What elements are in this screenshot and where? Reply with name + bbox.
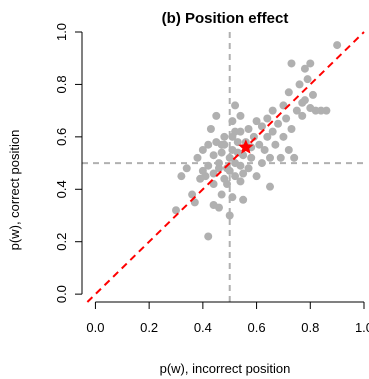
data-point <box>244 124 253 133</box>
data-point <box>271 140 280 149</box>
axes: 0.0 0.2 0.4 0.6 0.8 1.0 0.0 0.2 0.4 0.6 0.8 1.0 <box>54 23 369 335</box>
data-point <box>268 106 277 115</box>
data-point <box>204 161 213 170</box>
data-point <box>193 153 202 162</box>
x-tick-label: 0.8 <box>301 320 319 335</box>
x-axis-label: p(w), incorrect position <box>160 361 291 376</box>
data-point <box>233 138 242 147</box>
x-tick-label: 0.0 <box>86 320 104 335</box>
data-point <box>220 132 229 141</box>
data-point <box>228 117 237 126</box>
data-point <box>284 145 293 154</box>
data-point <box>276 153 285 162</box>
data-point <box>247 153 256 162</box>
y-tick-label: 0.6 <box>54 128 69 146</box>
data-point <box>198 145 207 154</box>
data-point <box>172 206 180 215</box>
identity-line <box>86 31 365 303</box>
x-tick-label: 1.0 <box>355 320 369 335</box>
data-point <box>284 88 293 97</box>
data-point <box>201 172 210 181</box>
data-point <box>228 193 237 202</box>
data-point <box>287 124 296 133</box>
data-point <box>236 161 245 170</box>
data-point <box>257 122 266 131</box>
x-tick-label: 0.6 <box>248 320 266 335</box>
chart-title: (b) Position effect <box>162 10 289 27</box>
data-point <box>295 80 304 89</box>
data-point <box>182 164 191 173</box>
data-point <box>263 132 272 141</box>
data-point <box>300 96 309 105</box>
data-point <box>257 159 266 168</box>
data-point <box>204 232 213 241</box>
data-point <box>239 151 248 160</box>
data-point <box>204 140 213 149</box>
data-point <box>214 203 223 212</box>
data-point <box>236 127 245 136</box>
data-point <box>225 211 234 220</box>
data-point <box>308 90 317 99</box>
data-point <box>231 172 240 181</box>
y-tick-label: 0.4 <box>54 180 69 198</box>
y-tick-label: 1.0 <box>54 23 69 41</box>
data-point <box>279 132 288 141</box>
data-point <box>225 166 234 175</box>
data-point <box>274 119 283 128</box>
data-point <box>252 172 261 181</box>
data-point <box>290 153 299 162</box>
data-point <box>239 195 248 204</box>
data-point <box>225 153 234 162</box>
data-point <box>223 180 232 189</box>
data-point <box>236 111 245 120</box>
data-point <box>266 153 274 162</box>
data-point <box>212 111 221 120</box>
data-point <box>252 117 261 126</box>
data-point <box>255 140 264 149</box>
data-point <box>214 159 223 168</box>
data-point <box>209 151 218 160</box>
data-point <box>322 106 331 115</box>
data-point <box>231 101 240 110</box>
data-point <box>263 114 272 123</box>
data-point <box>266 182 274 191</box>
data-point <box>239 169 248 178</box>
data-point <box>217 148 226 157</box>
data-point <box>206 124 215 133</box>
x-tick-label: 0.2 <box>140 320 158 335</box>
data-point <box>300 64 309 73</box>
mean-star-marker <box>238 139 254 154</box>
data-point <box>260 145 269 154</box>
plot-area <box>82 31 365 303</box>
data-point <box>292 106 301 115</box>
data-point <box>298 111 307 120</box>
y-axis-label: p(w), correct position <box>7 130 22 251</box>
data-point <box>177 172 186 181</box>
data-point <box>220 140 229 149</box>
data-point <box>244 164 253 173</box>
y-tick-label: 0.2 <box>54 233 69 251</box>
data-point <box>268 127 277 136</box>
y-tick-label: 0.0 <box>54 285 69 303</box>
data-point <box>236 177 245 186</box>
data-point <box>217 190 226 199</box>
data-point <box>306 59 315 68</box>
x-tick-label: 0.4 <box>194 320 212 335</box>
data-point <box>287 59 296 68</box>
y-tick-label: 0.8 <box>54 75 69 93</box>
data-point <box>333 41 342 50</box>
data-point <box>303 75 312 84</box>
data-point <box>282 114 291 123</box>
